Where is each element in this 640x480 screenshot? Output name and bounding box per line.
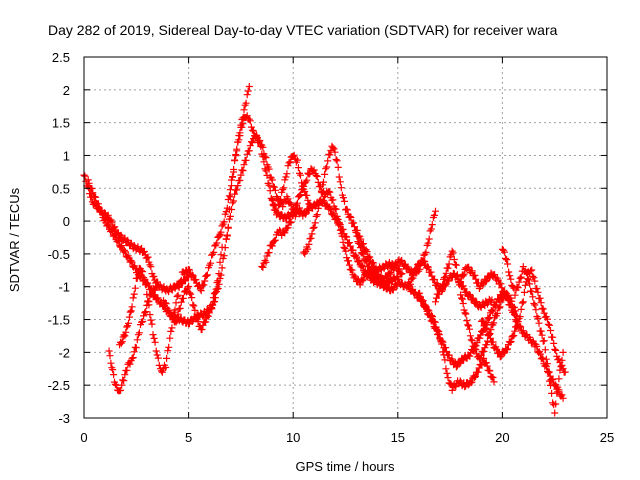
plus-markers [116,230,224,376]
y-tick-label: -1.5 [48,313,70,328]
data-markers [80,83,569,417]
data-series-track-9 [300,142,406,278]
x-tick-label: 25 [600,430,614,445]
data-series-track-14 [415,289,511,371]
y-tick-label: -1 [58,280,70,295]
plus-markers [352,207,439,285]
y-tick-label: 2 [63,83,70,98]
data-series-track-18 [478,266,569,376]
data-series-track-11 [352,207,439,285]
y-tick-label: -2.5 [48,378,70,393]
x-axis-label: GPS time / hours [296,459,395,474]
plus-markers [84,176,226,328]
y-tick-label: 2.5 [52,50,70,65]
plus-markers [478,266,569,376]
x-tick-label: 0 [80,430,87,445]
plus-markers [415,289,511,371]
plus-markers [300,142,406,278]
y-tick-label: 1 [63,148,70,163]
y-tick-label: 1.5 [52,116,70,131]
data-series-track-10 [268,196,402,295]
y-tick-label: 0 [63,214,70,229]
y-tick-label: -3 [58,411,70,426]
x-tick-label: 5 [185,430,192,445]
plus-markers [404,282,498,394]
data-series-track-13 [404,282,498,394]
plus-markers [498,245,567,417]
chart-title: Day 282 of 2019, Sidereal Day-to-day VTE… [48,22,558,38]
y-tick-label: -2 [58,345,70,360]
data-series-track-2 [84,176,226,328]
plot-frame [83,56,608,419]
axis-ticks: 0 5 10 15 20 25 -3 -2.5 -2 -1.5 -1 -0.5 0 0.5 1 1.5 2 2.5 [48,50,615,445]
grid-lines [84,57,607,418]
plus-markers [268,196,402,295]
x-tick-label: 20 [495,430,509,445]
y-tick-label: 0.5 [52,181,70,196]
x-tick-label: 10 [286,430,300,445]
data-series-track-4 [116,230,224,376]
plus-markers [160,83,253,334]
y-tick-label: -0.5 [48,247,70,262]
y-axis-label: SDTVAR / TECUs [7,187,22,292]
x-tick-label: 15 [391,430,405,445]
data-series-track-5 [160,83,253,334]
data-series-track-17 [498,245,567,417]
